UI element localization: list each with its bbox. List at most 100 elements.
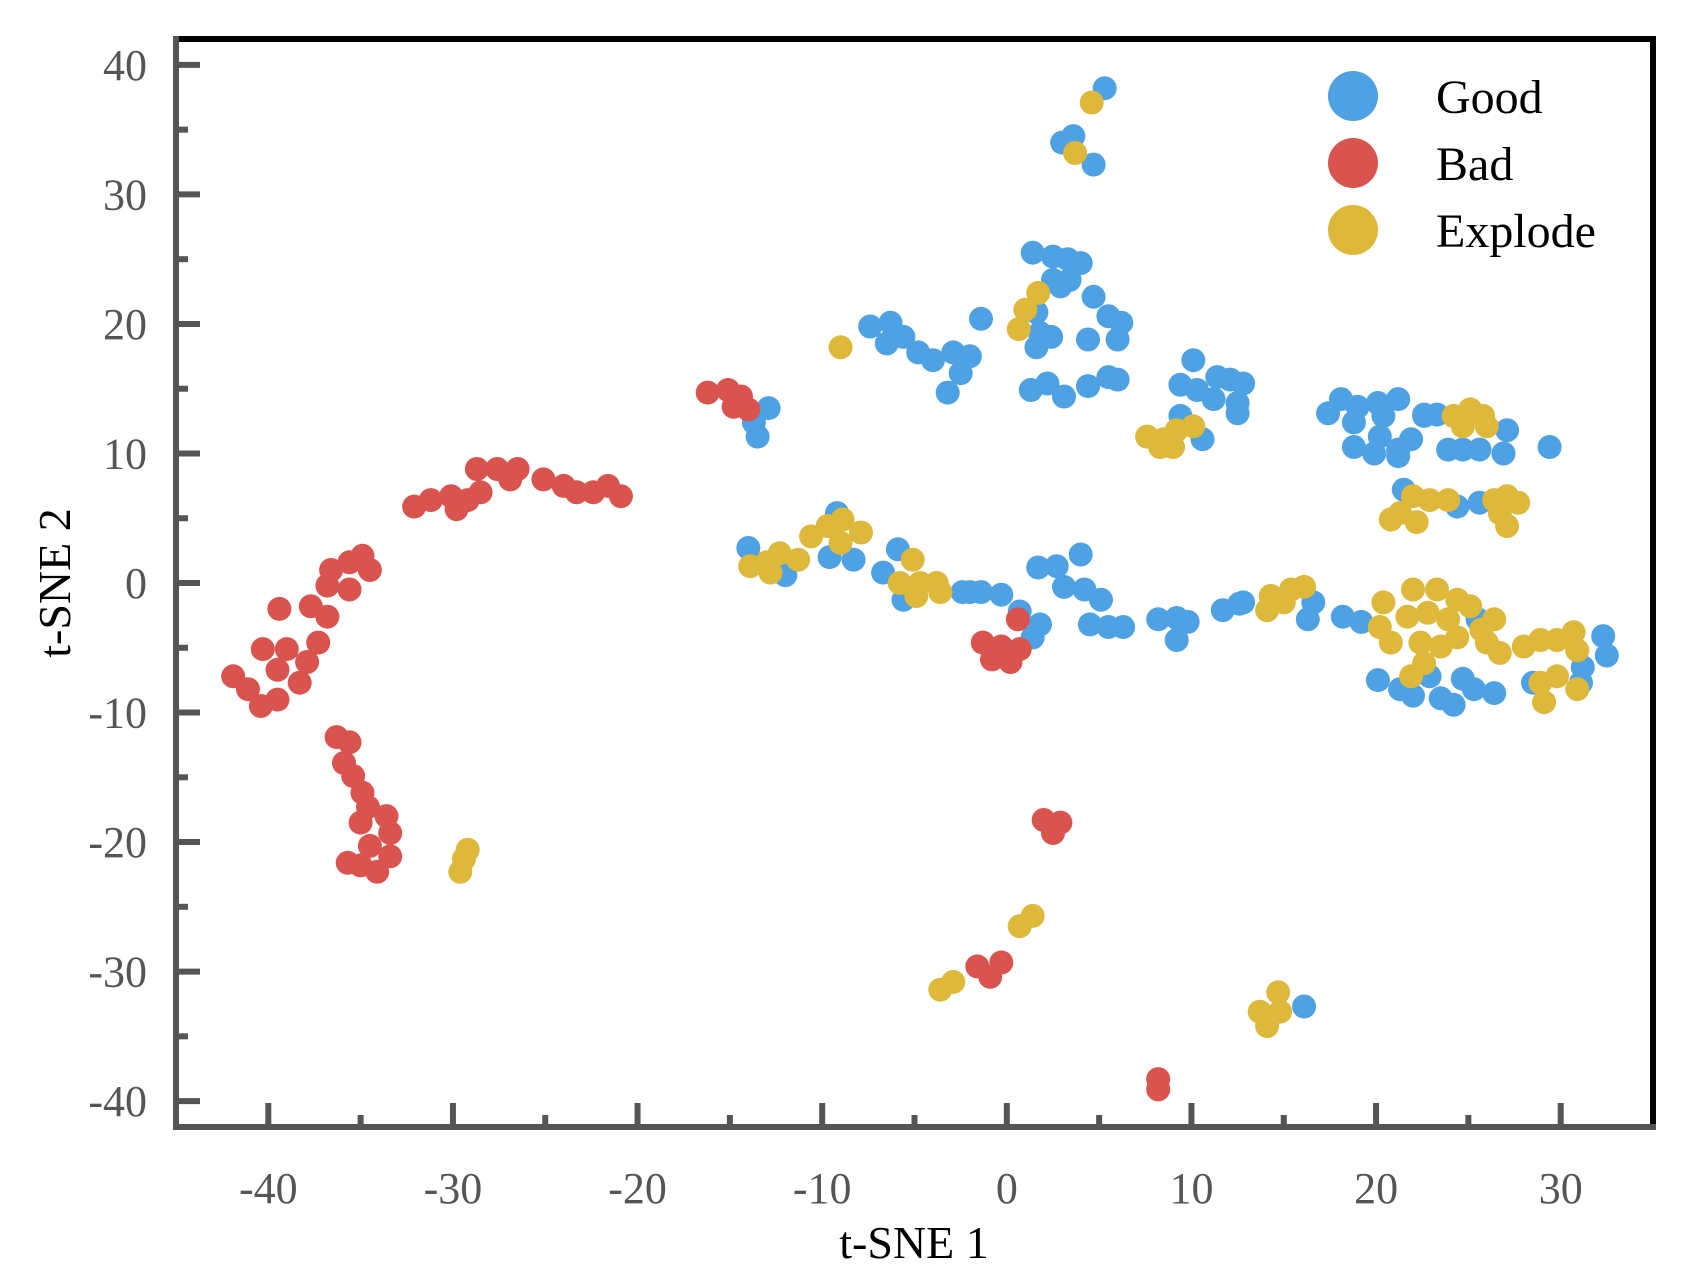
legend-item-good: Good <box>1328 71 1543 124</box>
point-good <box>1365 668 1390 693</box>
legend-label-bad: Bad <box>1436 138 1513 191</box>
point-good <box>1076 327 1100 352</box>
point-bad <box>337 577 362 602</box>
y-axis-title: t-SNE 2 <box>29 508 80 658</box>
point-good <box>1089 587 1113 612</box>
point-bad <box>464 457 489 481</box>
point-explode <box>1408 630 1433 655</box>
point-explode <box>1545 664 1569 689</box>
point-good <box>736 536 761 560</box>
point-bad <box>1146 1077 1171 1102</box>
point-bad <box>306 630 331 655</box>
point-explode <box>767 541 792 566</box>
point-explode <box>1079 90 1104 115</box>
point-good <box>1495 418 1520 443</box>
point-good <box>1491 441 1516 466</box>
point-good <box>1231 371 1256 396</box>
x-tick-label: 10 <box>1169 1164 1213 1213</box>
point-good <box>1164 628 1189 652</box>
point-explode <box>900 547 925 572</box>
point-bad <box>348 810 373 835</box>
point-bad <box>608 484 633 509</box>
point-explode <box>1292 574 1317 599</box>
point-explode <box>1532 690 1557 715</box>
point-good <box>1026 555 1051 580</box>
point-explode <box>1528 628 1553 652</box>
point-explode <box>1404 510 1429 535</box>
point-good <box>1024 335 1049 360</box>
y-tick-label: 20 <box>103 300 147 349</box>
point-bad <box>267 596 292 621</box>
point-bad <box>348 853 373 878</box>
point-good <box>1081 284 1106 309</box>
point-good <box>1105 327 1130 352</box>
point-bad <box>295 650 320 674</box>
point-good <box>1330 604 1355 629</box>
legend-item-explode: Explode <box>1328 205 1596 258</box>
point-bad <box>236 677 260 702</box>
point-good <box>1482 681 1507 706</box>
point-bad <box>337 550 362 575</box>
legend-marker-explode <box>1328 205 1378 255</box>
point-explode <box>1378 507 1403 532</box>
point-good <box>1362 441 1387 466</box>
point-good <box>1052 384 1076 409</box>
point-good <box>1441 692 1466 717</box>
x-tick-label: -40 <box>239 1164 298 1213</box>
point-bad <box>978 964 1003 989</box>
point-explode <box>1417 488 1442 513</box>
point-bad <box>265 687 290 712</box>
y-tick-label: 40 <box>103 41 147 90</box>
point-explode <box>1266 980 1291 1005</box>
point-good <box>989 582 1014 607</box>
point-explode <box>1561 620 1586 645</box>
point-explode <box>1020 903 1045 928</box>
y-tick-label: 0 <box>125 559 147 608</box>
point-bad <box>315 604 340 629</box>
point-bad <box>250 637 275 662</box>
points-layer <box>221 76 1619 1102</box>
x-axis-title: t-SNE 1 <box>839 1217 989 1268</box>
point-explode <box>1450 414 1475 439</box>
legend-label-explode: Explode <box>1436 205 1596 258</box>
point-explode <box>1148 435 1173 459</box>
point-bad <box>274 637 299 662</box>
y-tick-label: -20 <box>88 818 147 867</box>
point-good <box>1181 348 1206 373</box>
point-explode <box>1415 600 1440 625</box>
point-good <box>1371 403 1396 428</box>
point-good <box>1537 435 1562 459</box>
x-tick-label: -10 <box>793 1164 852 1213</box>
point-good <box>858 314 883 339</box>
point-explode <box>828 335 853 360</box>
series-bad <box>221 378 1171 1102</box>
point-explode <box>1565 677 1590 702</box>
point-good <box>948 361 973 386</box>
point-good <box>1175 609 1200 634</box>
point-bad <box>265 657 290 682</box>
point-good <box>1594 643 1619 668</box>
point-bad <box>1005 607 1030 632</box>
point-explode <box>786 547 811 572</box>
point-explode <box>1063 141 1088 165</box>
point-explode <box>1482 607 1507 632</box>
point-bad <box>468 480 493 505</box>
point-good <box>841 547 866 572</box>
point-good <box>1341 410 1366 435</box>
point-explode <box>1026 280 1051 305</box>
point-bad <box>695 380 720 405</box>
point-good <box>935 380 960 405</box>
point-bad <box>721 394 746 419</box>
point-explode <box>1436 607 1461 632</box>
y-tick-label: -40 <box>88 1077 147 1126</box>
legend-marker-good <box>1328 71 1378 121</box>
point-explode <box>455 837 480 862</box>
point-explode <box>1006 317 1031 342</box>
y-tick-label: 10 <box>103 429 147 478</box>
point-bad <box>418 488 443 513</box>
point-good <box>1020 240 1045 265</box>
point-good <box>1105 367 1130 392</box>
point-good <box>1076 374 1100 399</box>
x-tick-label: 20 <box>1354 1164 1398 1213</box>
point-good <box>1146 607 1171 632</box>
